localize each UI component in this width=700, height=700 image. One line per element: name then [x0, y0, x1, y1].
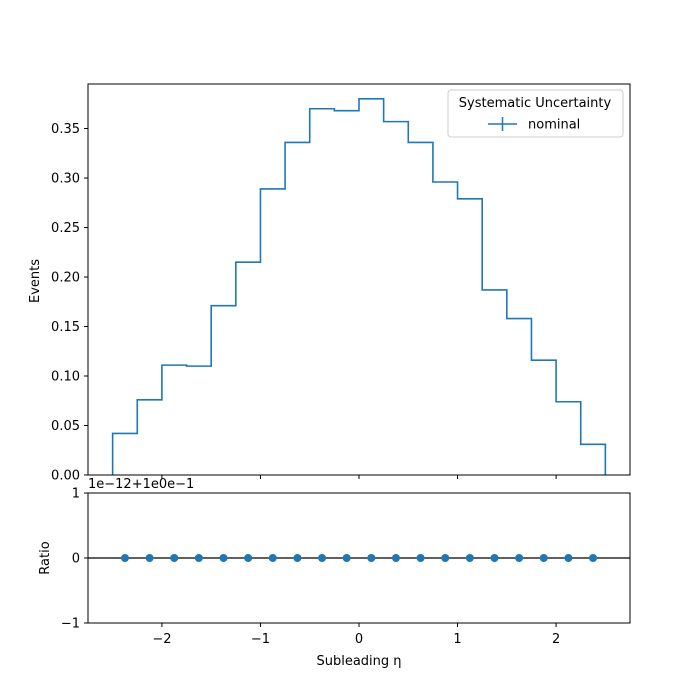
histogram-bin — [581, 444, 606, 475]
legend: Systematic Uncertainty nominal — [447, 89, 624, 138]
histogram-bin — [162, 365, 187, 475]
histogram-x-ticks — [161, 475, 557, 479]
ratio-point — [120, 554, 129, 562]
ratio-point — [268, 554, 277, 562]
histogram-y-axis-label: Events — [28, 259, 43, 303]
histogram-bin — [556, 402, 581, 475]
y-tick-label: 0.05 — [51, 419, 80, 434]
ratio-point — [318, 554, 327, 562]
y-tick-label: 0.00 — [51, 469, 80, 484]
y-tick-label: 0.10 — [51, 370, 80, 385]
ratio-point — [441, 554, 450, 562]
ratio-y-axis-label: Ratio — [38, 541, 53, 574]
ratio-point — [539, 554, 548, 562]
y-tick-label: 0 — [72, 552, 80, 567]
ratio-y-ticks: −1 0 1 — [61, 487, 88, 632]
histogram-bin — [531, 360, 556, 475]
ratio-point — [170, 554, 179, 562]
histogram-y-ticks: 0.00 0.05 0.10 0.15 0.20 0.25 0.30 0.35 — [51, 122, 88, 484]
histogram-bin — [433, 182, 458, 475]
ratio-point — [465, 554, 474, 562]
ratio-point — [515, 554, 524, 562]
y-tick-label: 0.30 — [51, 172, 80, 187]
histogram-bin — [236, 262, 261, 475]
x-tick-label: 2 — [552, 632, 560, 647]
y-tick-label: 1 — [72, 487, 80, 502]
y-tick-label: 0.25 — [51, 221, 80, 236]
histogram-bin — [137, 400, 162, 475]
ratio-point — [244, 554, 253, 562]
histogram-bin — [507, 319, 532, 475]
x-tick-label: 0 — [355, 632, 363, 647]
ratio-x-ticks: −2 −1 0 1 2 — [152, 623, 560, 647]
y-tick-label: 0.35 — [51, 122, 80, 137]
legend-entry-nominal: nominal — [528, 118, 580, 133]
ratio-point — [219, 554, 228, 562]
ratio-point — [367, 554, 376, 562]
histogram-bin — [211, 306, 236, 475]
ratio-offset-text: 1e−12+1e0e−1 — [88, 477, 194, 492]
y-tick-label: 0.20 — [51, 271, 80, 286]
histogram-bin — [113, 433, 138, 475]
ratio-plot-area — [88, 554, 630, 562]
ratio-point — [589, 554, 598, 562]
legend-box — [447, 89, 624, 138]
histogram-bin — [187, 366, 212, 475]
ratio-panel: −1 0 1 −2 −1 0 1 2 1e−12+1e0e−1 Ratio Subleadi… — [38, 477, 631, 669]
histogram-bin — [334, 111, 359, 475]
ratio-point — [342, 554, 351, 562]
histogram-bin — [408, 142, 433, 475]
histogram-bin — [458, 199, 483, 475]
ratio-point — [145, 554, 154, 562]
y-tick-label: 0.15 — [51, 320, 80, 335]
histogram-plot-area — [111, 98, 607, 475]
ratio-x-axis-label: Subleading η — [316, 654, 401, 669]
ratio-point — [194, 554, 203, 562]
histogram-panel: 0.000.050.100.150.200.250.300.35 Events … — [28, 83, 631, 484]
x-tick-label: 1 — [453, 632, 461, 647]
legend-title: Systematic Uncertainty — [459, 96, 612, 111]
histogram-bin — [310, 109, 335, 475]
ratio-point — [293, 554, 302, 562]
y-tick-label: −1 — [61, 617, 80, 632]
histogram-bin — [359, 99, 384, 475]
ratio-point — [391, 554, 400, 562]
histogram-bin — [384, 122, 409, 475]
histogram-bin — [285, 142, 310, 475]
x-tick-label: −1 — [251, 632, 270, 647]
x-tick-label: −2 — [152, 632, 171, 647]
histogram-bin — [260, 189, 285, 475]
series-line-nominal — [111, 98, 607, 475]
ratio-point — [490, 554, 499, 562]
ratio-point — [564, 554, 573, 562]
histogram-bin — [482, 290, 507, 475]
ratio-point — [416, 554, 425, 562]
